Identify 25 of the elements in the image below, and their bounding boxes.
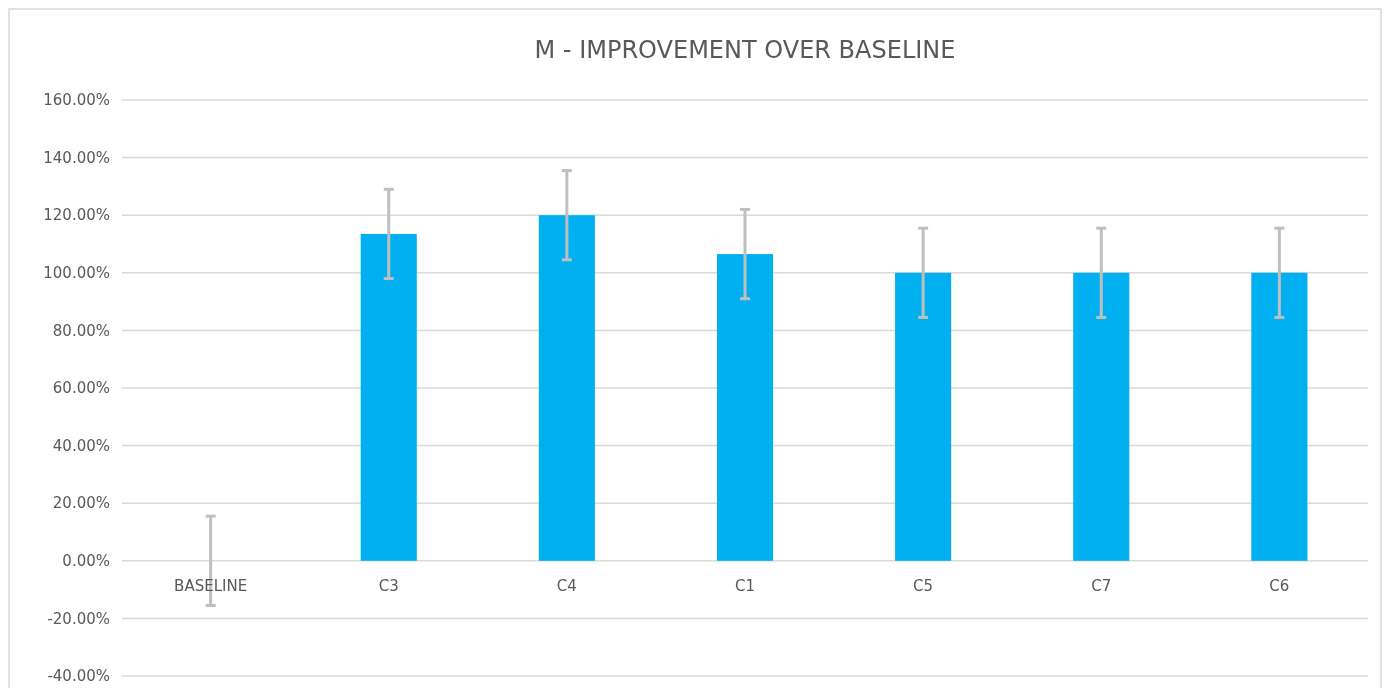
bar (716, 254, 774, 561)
x-tick-label: C3 (378, 576, 399, 595)
y-tick-label: 140.00% (43, 148, 110, 167)
y-tick-label: 0.00% (62, 552, 110, 571)
y-tick-label: -20.00% (47, 609, 110, 628)
x-tick-label: C5 (913, 576, 934, 595)
bar (1251, 272, 1308, 561)
x-tick-label: C6 (1269, 576, 1290, 595)
y-tick-label: 60.00% (52, 379, 110, 398)
y-tick-label: 20.00% (52, 494, 110, 513)
x-tick-label: C7 (1091, 576, 1112, 595)
bar (1073, 272, 1130, 561)
x-tick-label: C4 (556, 576, 577, 595)
x-tick-label: BASELINE (174, 576, 248, 595)
bar (360, 233, 417, 561)
y-tick-label: 40.00% (52, 436, 110, 455)
y-tick-label: -40.00% (47, 667, 110, 686)
y-tick-label: 100.00% (43, 264, 110, 283)
x-tick-label: C1 (734, 576, 756, 595)
y-tick-label: 80.00% (52, 321, 110, 340)
bar (895, 272, 952, 561)
y-tick-label: 120.00% (43, 206, 110, 225)
y-tick-label: 160.00% (43, 91, 110, 110)
bar (538, 215, 595, 561)
chart-title: M - IMPROVEMENT OVER BASELINE (534, 36, 956, 64)
